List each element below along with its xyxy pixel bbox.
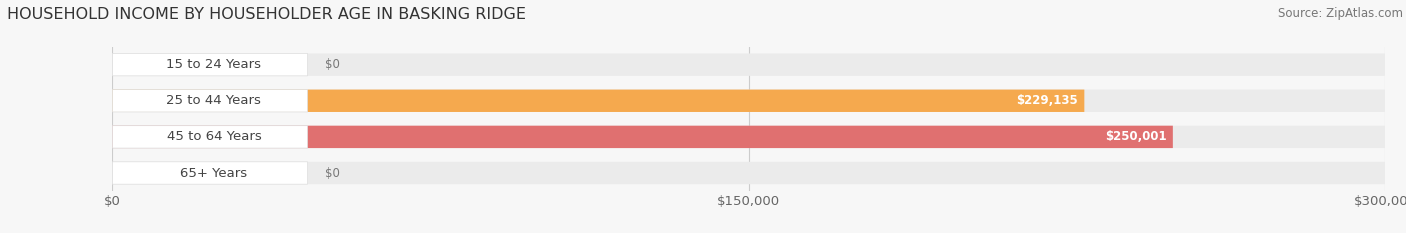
Text: 25 to 44 Years: 25 to 44 Years	[166, 94, 262, 107]
Text: $250,001: $250,001	[1105, 130, 1167, 143]
Text: 15 to 24 Years: 15 to 24 Years	[166, 58, 262, 71]
FancyBboxPatch shape	[112, 89, 1385, 112]
FancyBboxPatch shape	[112, 53, 1385, 76]
Text: $229,135: $229,135	[1017, 94, 1078, 107]
FancyBboxPatch shape	[112, 126, 1173, 148]
Text: Source: ZipAtlas.com: Source: ZipAtlas.com	[1278, 7, 1403, 20]
FancyBboxPatch shape	[112, 126, 308, 148]
Text: 45 to 64 Years: 45 to 64 Years	[166, 130, 262, 143]
FancyBboxPatch shape	[112, 89, 1084, 112]
FancyBboxPatch shape	[112, 53, 308, 76]
FancyBboxPatch shape	[112, 89, 308, 112]
Text: $0: $0	[325, 167, 339, 179]
FancyBboxPatch shape	[112, 162, 1385, 184]
FancyBboxPatch shape	[112, 126, 1385, 148]
Text: HOUSEHOLD INCOME BY HOUSEHOLDER AGE IN BASKING RIDGE: HOUSEHOLD INCOME BY HOUSEHOLDER AGE IN B…	[7, 7, 526, 22]
FancyBboxPatch shape	[112, 162, 308, 184]
Text: 65+ Years: 65+ Years	[180, 167, 247, 179]
Text: $0: $0	[325, 58, 339, 71]
